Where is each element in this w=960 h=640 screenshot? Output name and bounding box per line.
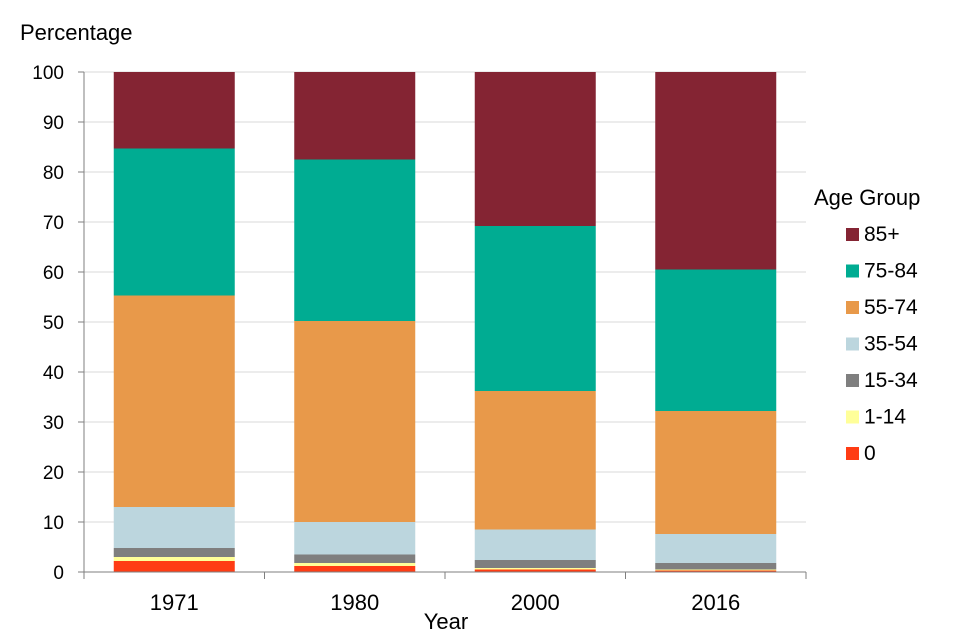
legend-swatch [846, 337, 859, 351]
axes [78, 71, 807, 579]
legend-label: 75-84 [864, 260, 918, 283]
bar-segment [113, 561, 235, 572]
bars [113, 72, 777, 572]
bar-segment [655, 534, 777, 563]
x-tick-label: 2000 [511, 590, 560, 615]
y-tick-label: 0 [53, 563, 64, 584]
y-tick-label: 80 [43, 163, 64, 184]
bar-segment [294, 72, 416, 160]
y-tick-label: 50 [43, 313, 64, 334]
legend: 85+ 75-84 55-74 35-54 15-34 1-14 0 [846, 223, 918, 465]
legend-swatch [846, 410, 859, 424]
legend-label: 15-34 [864, 369, 918, 392]
bar-segment [474, 529, 596, 560]
bar-segment [474, 391, 596, 530]
y-tick-label: 90 [43, 113, 64, 134]
x-tick-label: 2016 [691, 590, 740, 615]
bar-segment [655, 569, 777, 571]
bar-segment [655, 563, 777, 570]
legend-label: 0 [864, 442, 876, 465]
bar-segment [294, 563, 416, 566]
bar-segment [474, 568, 596, 570]
bar-segment [474, 560, 596, 568]
bar-segment [113, 72, 235, 149]
bar-segment [294, 554, 416, 563]
y-tick-label: 60 [43, 263, 64, 284]
bar-segment [474, 569, 596, 572]
y-tick-label: 70 [43, 213, 64, 234]
bar-segment [113, 148, 235, 296]
y-tick-labels: 0 10 20 30 40 50 60 70 80 90 100 [32, 63, 64, 584]
bar-segment [655, 72, 777, 270]
bar-segment [655, 570, 777, 572]
bar-segment [474, 226, 596, 391]
bar-segment [113, 507, 235, 548]
legend-swatch [846, 374, 859, 387]
x-tick-label: 1980 [330, 590, 379, 615]
bar-segment [655, 269, 777, 411]
bar-segment [294, 321, 416, 522]
y-tick-label: 10 [43, 513, 64, 534]
bar-segment [474, 72, 596, 226]
legend-swatch [846, 228, 859, 241]
legend-swatch [846, 447, 859, 460]
legend-swatch [846, 301, 859, 314]
legend-label: 35-54 [864, 333, 918, 356]
bar-segment [294, 566, 416, 572]
x-axis-title: Year [424, 609, 468, 634]
y-tick-label: 20 [43, 463, 64, 484]
legend-label: 1-14 [864, 406, 906, 429]
y-tick-label: 30 [43, 413, 64, 434]
y-tick-label: 40 [43, 363, 64, 384]
x-tick-label: 1971 [150, 590, 199, 615]
legend-label: 55-74 [864, 296, 918, 319]
y-tick-label: 100 [32, 63, 64, 84]
legend-swatch [846, 264, 859, 278]
y-axis-title: Percentage [20, 20, 133, 45]
bar-segment [294, 159, 416, 321]
bar-segment [113, 295, 235, 507]
bar-segment [113, 557, 235, 561]
legend-title: Age Group [814, 185, 920, 210]
legend-label: 85+ [864, 223, 900, 246]
bar-segment [294, 522, 416, 555]
bar-segment [113, 548, 235, 557]
x-tick-labels: 1971 1980 2000 2016 [150, 590, 740, 615]
bar-segment [655, 411, 777, 534]
